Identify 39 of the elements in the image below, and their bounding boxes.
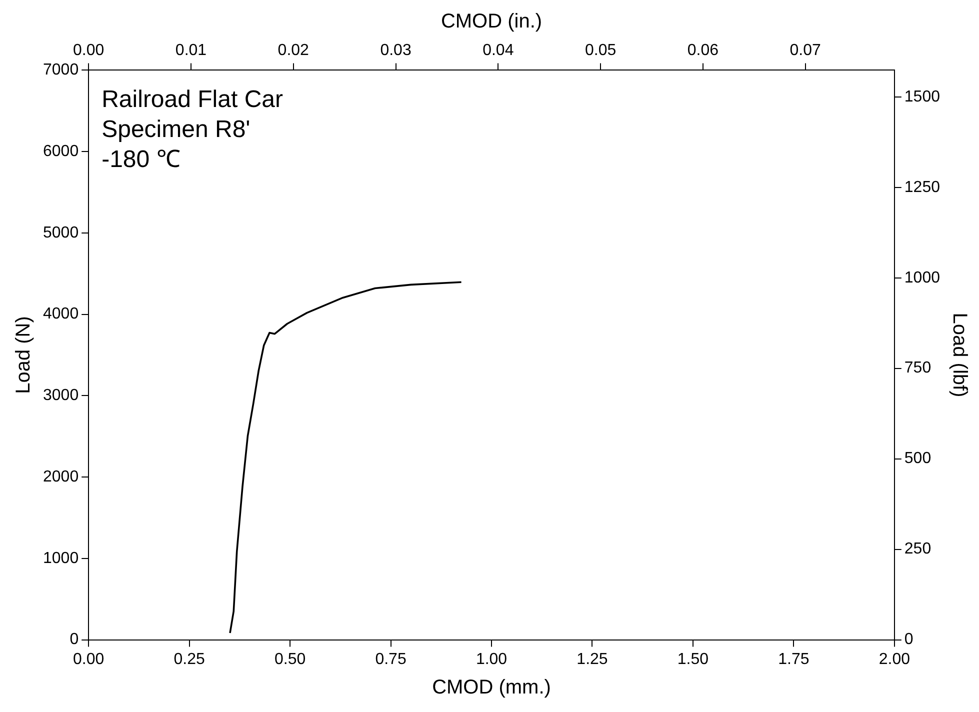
x2-axis-title: CMOD (in.) (440, 10, 542, 33)
y-tick-label: 5000 (43, 224, 79, 242)
y-tick-label: 4000 (43, 306, 79, 323)
x-tick-label: 1.75 (778, 650, 810, 668)
x2-tick-label: 0.02 (278, 42, 310, 60)
y2-tick-label: 500 (904, 450, 932, 468)
y-axis-title: Load (N) (12, 316, 35, 394)
y2-tick-label: 1500 (904, 88, 940, 106)
x2-tick-label: 0.05 (584, 42, 616, 60)
annotation: Railroad Flat Car (102, 86, 283, 113)
x-tick-label: 0.75 (375, 650, 406, 668)
annotation: -180 ℃ (102, 146, 180, 173)
x2-tick-label: 0.06 (687, 42, 719, 60)
x-tick-label: 0.00 (73, 650, 104, 668)
x-tick-label: 0.25 (174, 650, 205, 668)
y2-tick-label: 0 (904, 631, 914, 648)
y-tick-label: 3000 (43, 387, 79, 404)
y2-tick-label: 1250 (904, 178, 940, 196)
x-tick-label: 1.00 (476, 650, 508, 668)
y-tick-label: 2000 (43, 468, 79, 486)
x-tick-label: 1.25 (576, 650, 608, 668)
annotation: Specimen R8' (102, 116, 250, 143)
x2-tick-label: 0.00 (73, 42, 104, 60)
x2-tick-label: 0.07 (790, 42, 821, 60)
x2-tick-label: 0.01 (175, 42, 207, 60)
x-tick-label: 2.00 (878, 650, 910, 668)
y-tick-label: 6000 (43, 142, 79, 160)
x-tick-label: 0.50 (274, 650, 306, 668)
x-tick-label: 1.50 (677, 650, 709, 668)
y2-tick-label: 250 (904, 540, 932, 558)
x-axis-title: CMOD (mm.) (432, 676, 551, 699)
y-tick-label: 7000 (43, 62, 79, 79)
x2-tick-label: 0.03 (380, 42, 412, 60)
x2-tick-label: 0.04 (482, 42, 514, 60)
y2-axis-title: Load (lbf) (948, 312, 970, 398)
y-tick-label: 1000 (43, 550, 79, 567)
y2-tick-label: 1000 (904, 269, 940, 286)
y2-tick-label: 750 (904, 360, 932, 377)
y-tick-label: 0 (70, 631, 79, 648)
